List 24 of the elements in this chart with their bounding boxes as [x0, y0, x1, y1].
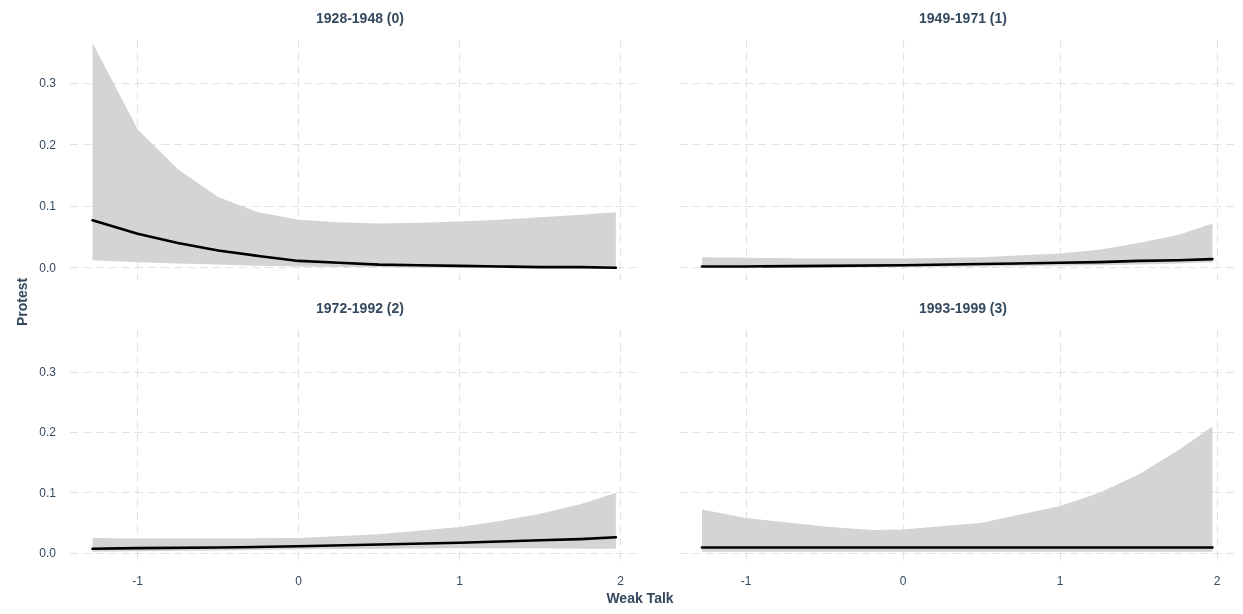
x-tick-label: 2 [617, 574, 625, 588]
y-tick-label: 0.0 [39, 545, 57, 560]
y-tick-label: 0.1 [39, 199, 57, 214]
y-tick-label: 0.3 [39, 76, 57, 91]
x-tick-label: -1 [132, 574, 144, 588]
x-tick-label: 2 [1213, 574, 1221, 588]
y-axis-title: Protest [14, 277, 30, 327]
y-tick-label: 0.0 [39, 260, 57, 275]
y-tick-label: 0.3 [39, 365, 57, 380]
x-tick-label: 0 [899, 574, 907, 588]
line-series [91, 219, 618, 269]
chart-title: 1928-1948 (0) [316, 10, 404, 26]
y-tick-label: 0.2 [39, 137, 57, 152]
x-tick-label: 1 [456, 574, 464, 588]
x-tick-label: -1 [740, 574, 752, 588]
chart-title: 1949-1971 (1) [919, 10, 1007, 26]
y-tick-label: 0.2 [39, 425, 57, 440]
x-axis-title: Weak Talk [606, 590, 674, 606]
x-tick-label: 1 [1056, 574, 1064, 588]
line-series [91, 535, 618, 551]
y-tick-label: 0.1 [39, 485, 57, 500]
x-tick-label: 0 [295, 574, 303, 588]
chart-title: 1972-1992 (2) [316, 300, 404, 316]
chart-title: 1993-1999 (3) [919, 300, 1007, 316]
